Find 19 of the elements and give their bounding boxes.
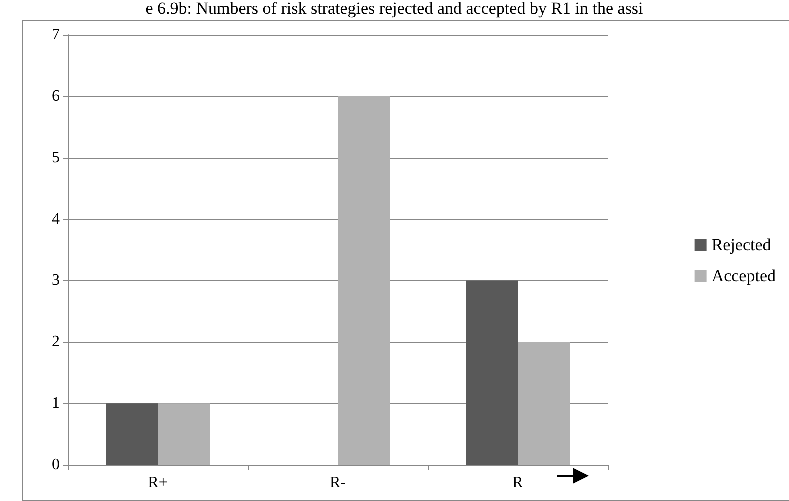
y-tick-label: 4 (52, 210, 60, 228)
bar (106, 404, 158, 465)
x-tick-label: R- (330, 474, 346, 492)
bar (518, 342, 570, 465)
legend-label: Accepted (712, 266, 776, 286)
x-tick-label: R (512, 474, 524, 492)
y-tick-label: 2 (52, 334, 60, 351)
y-tick-label: 3 (52, 272, 60, 290)
chart-title: e 6.9b: Numbers of risk strategies rejected and accepted by R1 in the assi (144, 0, 644, 20)
bar (338, 96, 390, 465)
bar (466, 280, 518, 465)
y-tick-label: 1 (52, 395, 60, 412)
x-tick-label: R+ (148, 474, 168, 492)
y-tick-label: 0 (52, 456, 60, 474)
y-tick-label: 6 (52, 88, 60, 105)
legend-label: Rejected (712, 236, 772, 254)
y-tick-label: 7 (52, 26, 60, 44)
bar (158, 404, 210, 465)
y-tick-label: 5 (52, 149, 60, 166)
